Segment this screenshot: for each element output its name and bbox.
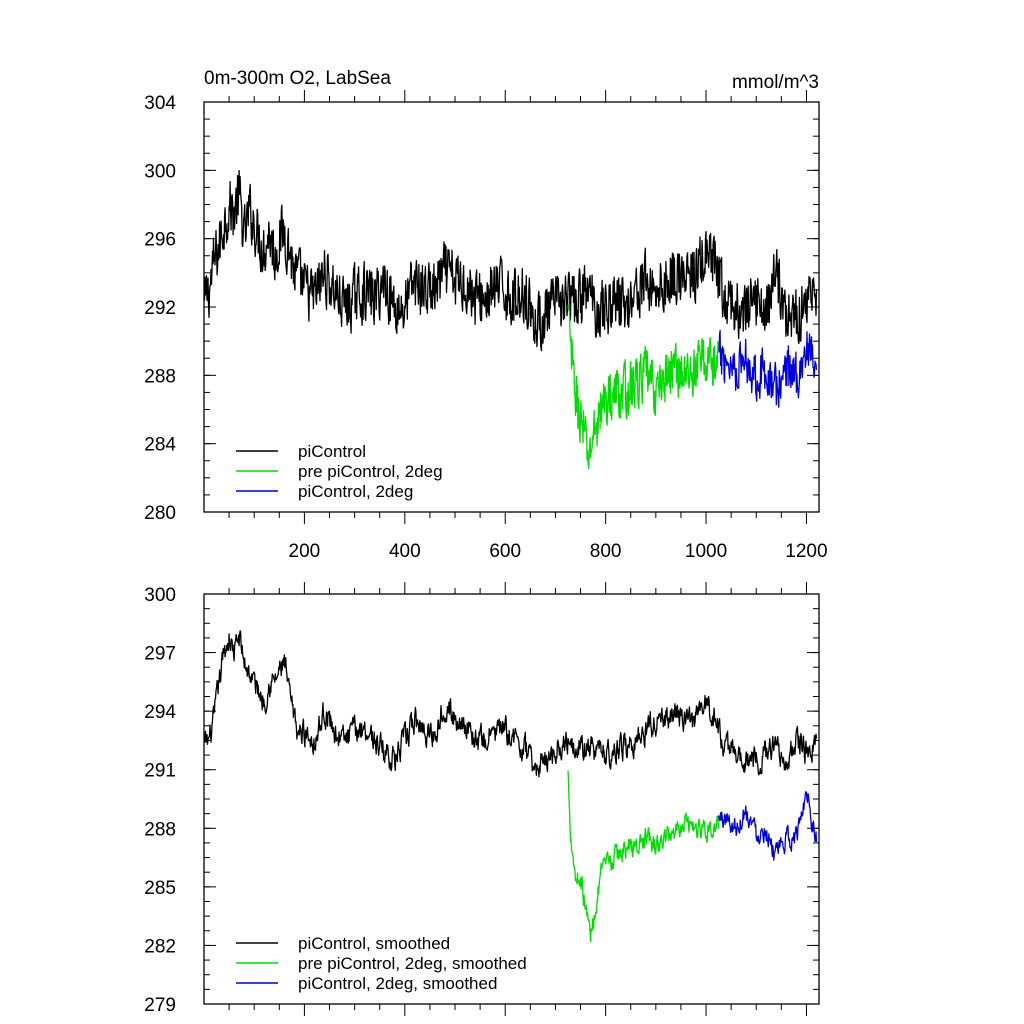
legend-label-picontrol: piControl xyxy=(298,442,366,461)
bottom-panel-series xyxy=(203,630,818,943)
legend-label-picontrol-2deg: piControl, 2deg xyxy=(298,482,413,501)
x-tick-label: 200 xyxy=(289,541,321,562)
y-tick-label: 288 xyxy=(144,366,176,387)
y-tick-label: 300 xyxy=(144,585,176,606)
bottom-panel: 279 282 285 288 291 294 297 300 piControl, smoo… xyxy=(144,582,820,1016)
top-panel-legend: piControl pre piControl, 2deg piControl,… xyxy=(236,442,443,501)
y-tick-label: 300 xyxy=(144,161,176,182)
bottom-panel-legend: piControl, smoothed pre piControl, 2deg,… xyxy=(236,934,527,993)
bottom-panel-y-tick-labels: 279 282 285 288 291 294 297 300 xyxy=(144,585,176,1016)
series-line-pre-picontrol-2deg xyxy=(567,304,720,470)
y-tick-label: 294 xyxy=(144,702,176,723)
y-tick-label: 284 xyxy=(144,435,176,456)
y-tick-label: 297 xyxy=(144,644,176,665)
y-tick-label: 288 xyxy=(144,819,176,840)
top-panel-frame xyxy=(203,101,820,513)
legend-label-pre-picontrol-2deg-smoothed: pre piControl, 2deg, smoothed xyxy=(298,954,527,973)
series-line-pre-picontrol-2deg-smoothed xyxy=(567,770,720,943)
top-panel-series xyxy=(203,169,818,470)
y-tick-label: 296 xyxy=(144,230,176,251)
series-line-picontrol xyxy=(203,169,818,352)
top-panel-title: 0m-300m O2, LabSea xyxy=(204,68,391,89)
y-tick-label: 292 xyxy=(144,298,176,319)
x-tick-label: 600 xyxy=(489,541,521,562)
top-panel-ticks xyxy=(204,90,819,524)
legend-label-pre-picontrol-2deg: pre piControl, 2deg xyxy=(298,462,443,481)
y-tick-label: 291 xyxy=(144,761,176,782)
legend-label-picontrol-smoothed: piControl, smoothed xyxy=(298,934,450,953)
top-panel-units: mmol/m^3 xyxy=(732,72,819,93)
series-line-picontrol-smoothed xyxy=(203,630,818,778)
y-tick-label: 285 xyxy=(144,878,176,899)
y-tick-label: 280 xyxy=(144,503,176,524)
series-line-picontrol-2deg-smoothed xyxy=(717,791,818,861)
top-panel-y-tick-labels: 280 284 288 292 296 300 304 xyxy=(144,93,176,524)
y-tick-label: 282 xyxy=(144,936,176,957)
y-tick-label: 304 xyxy=(144,93,176,114)
legend-label-picontrol-2deg-smoothed: piControl, 2deg, smoothed xyxy=(298,974,497,993)
bottom-panel-frame xyxy=(203,593,820,1005)
x-tick-label: 1200 xyxy=(785,541,827,562)
top-panel: 0m-300m O2, LabSea mmol/m^3 280 284 288 292… xyxy=(144,68,827,562)
x-tick-label: 1000 xyxy=(685,541,727,562)
series-line-picontrol-2deg xyxy=(718,329,818,408)
x-tick-label: 800 xyxy=(590,541,622,562)
y-tick-label: 279 xyxy=(144,995,176,1016)
x-tick-label: 400 xyxy=(389,541,421,562)
top-panel-x-tick-labels: 200 400 600 800 1000 1200 xyxy=(289,541,828,562)
